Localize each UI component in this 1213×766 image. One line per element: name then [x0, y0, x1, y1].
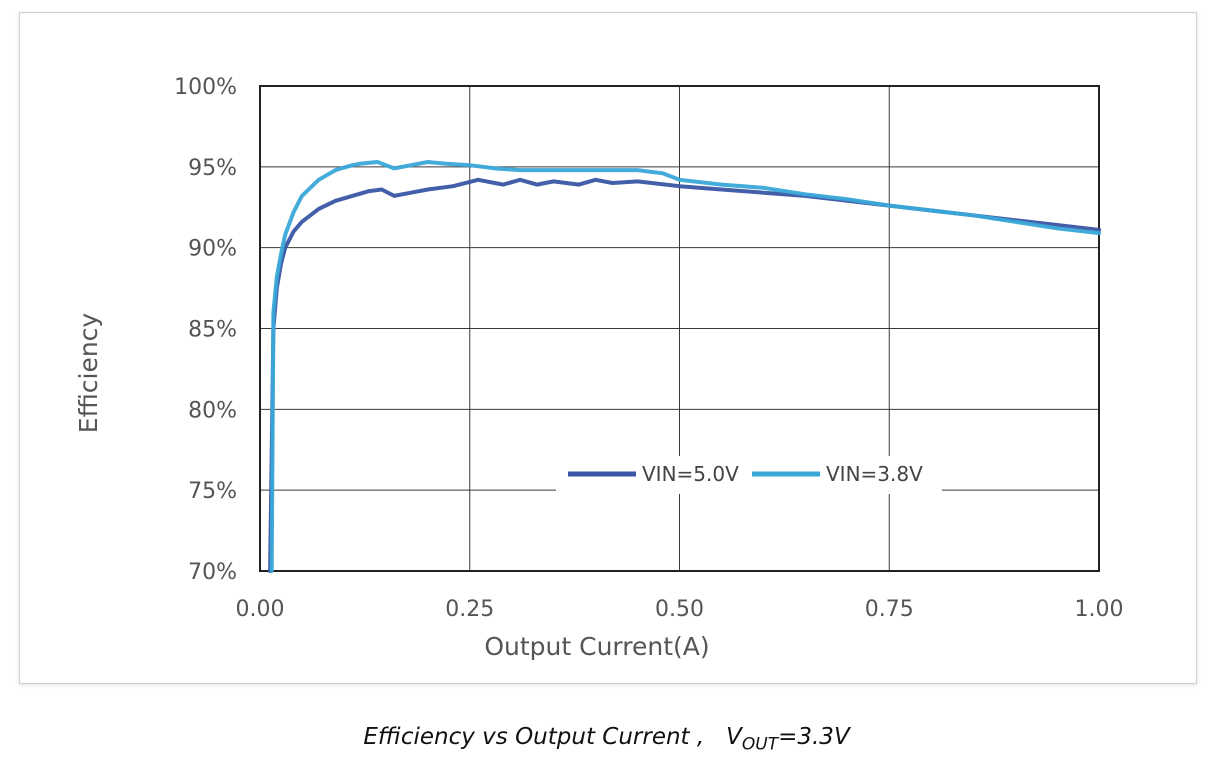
x-axis-title: Output Current(A) — [484, 632, 709, 661]
caption-v: V — [726, 724, 742, 750]
caption-prefix: Efficiency vs Output Current , — [363, 724, 705, 750]
legend-label: VIN=5.0V — [642, 462, 739, 486]
caption-sub: OUT — [741, 734, 779, 755]
x-tick-label: 0.50 — [655, 597, 704, 622]
y-tick-label: 100% — [174, 75, 237, 100]
x-tick-label: 0.25 — [445, 597, 494, 622]
y-axis-title: Efficiency — [74, 313, 103, 434]
y-tick-label: 95% — [188, 156, 237, 181]
caption-suffix: =3.3V — [778, 724, 850, 750]
plot-border — [259, 85, 1100, 572]
y-tick-label: 70% — [188, 560, 237, 585]
y-tick-label: 80% — [188, 398, 237, 423]
y-tick-label: 90% — [188, 237, 237, 262]
x-tick-label: 0.75 — [865, 597, 914, 622]
y-tick-label: 75% — [188, 479, 237, 504]
legend-label: VIN=3.8V — [826, 462, 923, 486]
y-tick-label: 85% — [188, 318, 237, 343]
series-line-vin-3-8v — [269, 160, 1101, 573]
x-tick-label: 1.00 — [1075, 597, 1124, 622]
figure-caption: Efficiency vs Output Current , VOUT=3.3V — [0, 724, 1213, 755]
x-tick-label: 0.00 — [236, 597, 285, 622]
efficiency-chart: VIN=5.0V VIN=3.8V 70% 75% 80% 85% 90% 95% 100% 0… — [74, 75, 1124, 661]
